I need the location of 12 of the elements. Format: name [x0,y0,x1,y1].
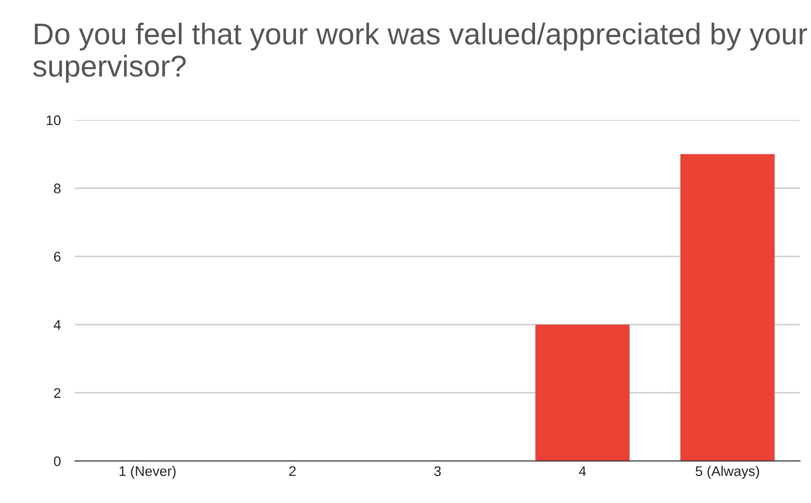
y-tick-label: 2 [54,388,60,398]
x-tick-label: 3 [434,466,441,476]
y-tick-label: 10 [46,115,61,126]
y-tick-label: 0 [54,456,61,466]
y-tick-label: 8 [54,184,61,194]
chart-title: Do you feel that your work was valued/appreciated by your supervisor? [33,22,808,83]
x-tick-label: 1 (Never) [120,466,176,479]
x-tick-label: 4 [578,466,586,476]
x-tick-label: 2 [289,466,296,476]
y-tick-label: 6 [54,252,60,262]
y-tick-label: 4 [54,320,61,330]
x-tick-label: 5 (Always) [696,466,760,479]
